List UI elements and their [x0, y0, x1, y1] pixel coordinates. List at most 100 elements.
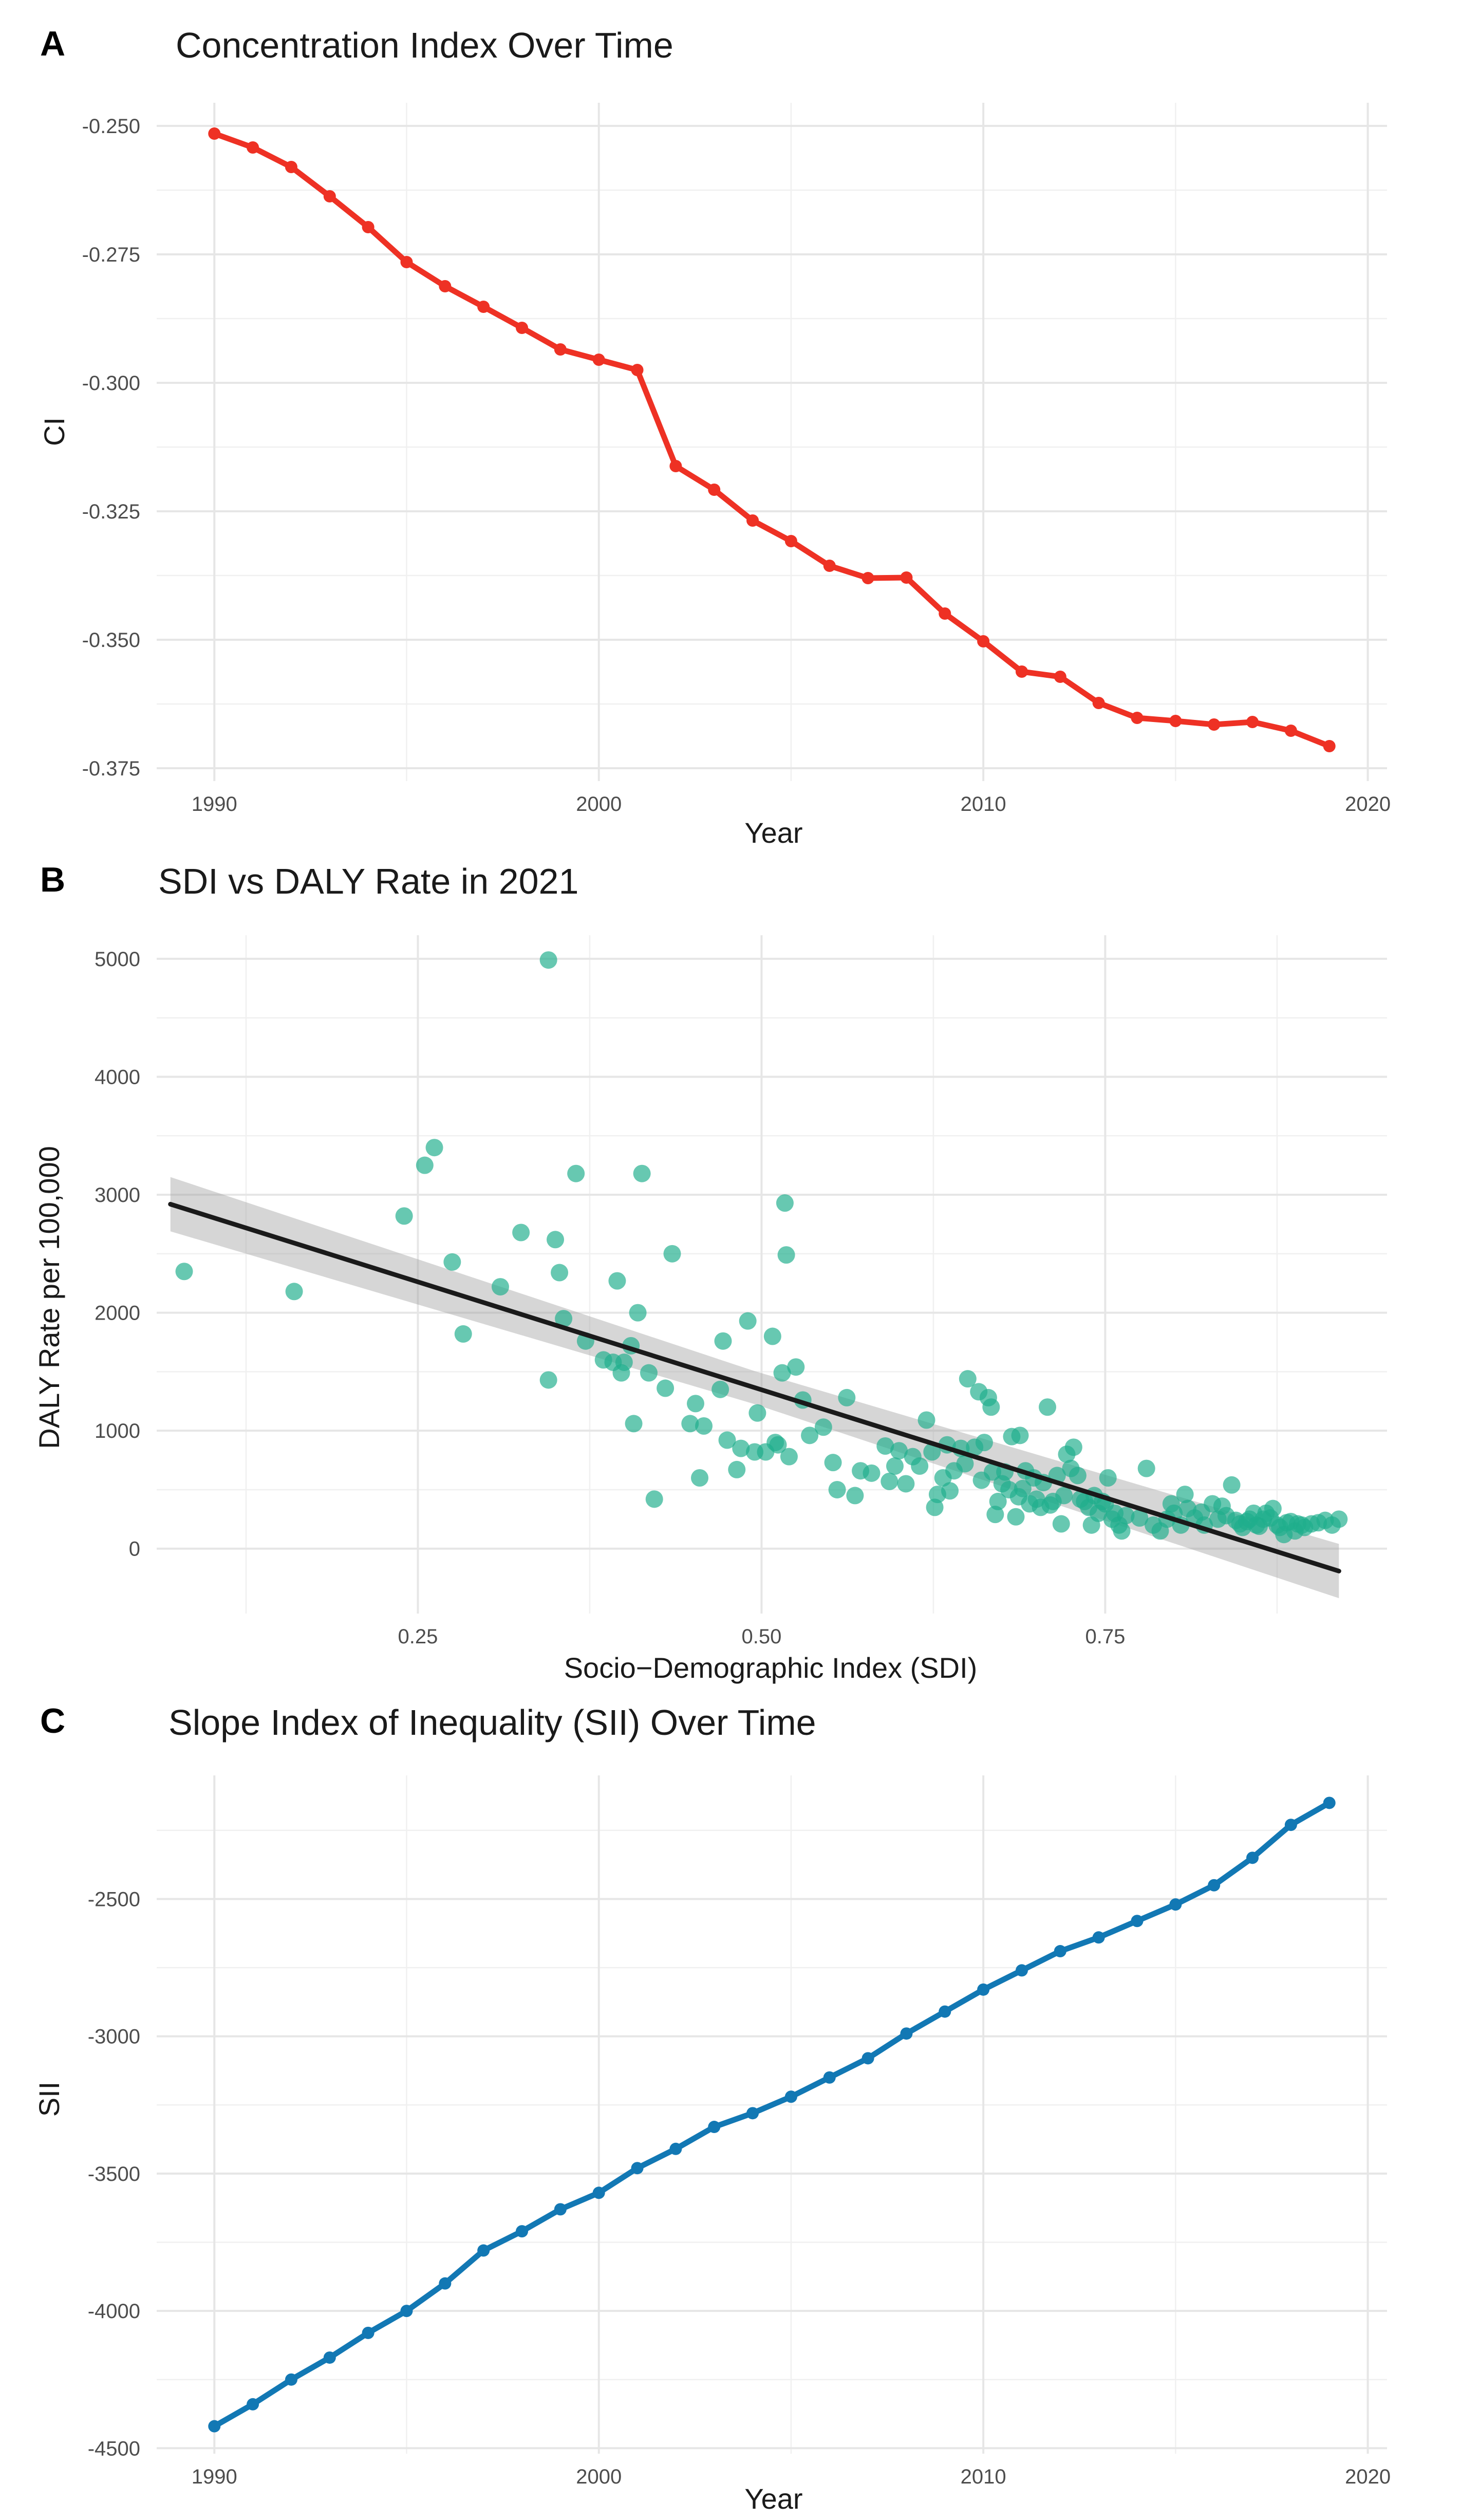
- y-tick-label: -0.300: [82, 372, 140, 395]
- scatter-point-23: [629, 1304, 647, 1322]
- panel-c-y-ticks: -2500 -3000 -3500 -4000 -4500: [88, 1888, 140, 2460]
- panel-c-series: [208, 1796, 1336, 2433]
- scatter-point-30: [686, 1395, 704, 1413]
- scatter-point-125: [1137, 1459, 1155, 1477]
- regression-line: [168, 1201, 1341, 1573]
- panel-a-grid: [157, 103, 1387, 781]
- scatter-point-28: [663, 1245, 681, 1263]
- scatter-point-33: [711, 1380, 729, 1398]
- scatter-point-29: [681, 1415, 699, 1433]
- x-tick-label: 2000: [576, 793, 622, 816]
- data-point-1997: [477, 301, 490, 313]
- y-tick-label: 5000: [95, 948, 140, 971]
- scatter-point-55: [838, 1388, 856, 1406]
- data-point-2015: [1169, 715, 1182, 727]
- scatter-point-4: [425, 1139, 443, 1157]
- data-point-2011: [1015, 665, 1028, 678]
- data-point-1998: [516, 2225, 529, 2238]
- data-point-2009: [939, 607, 951, 620]
- data-point-2005: [784, 2090, 797, 2103]
- scatter-point-44: [769, 1436, 787, 1454]
- data-point-2019: [1323, 1796, 1336, 1809]
- scatter-point-72: [941, 1482, 959, 1500]
- y-tick-label: -0.350: [82, 629, 140, 652]
- scatter-point-49: [787, 1358, 805, 1376]
- data-point-1992: [285, 2373, 297, 2386]
- x-tick-label: 0.25: [398, 1625, 438, 1648]
- scatter-point-58: [863, 1464, 881, 1482]
- scatter-point-53: [824, 1454, 842, 1472]
- scatter-point-66: [917, 1411, 935, 1429]
- scatter-point-90: [1007, 1508, 1025, 1526]
- scatter-point-34: [714, 1332, 732, 1350]
- data-point-2003: [708, 2121, 721, 2134]
- scatter-point-56: [846, 1487, 864, 1505]
- scatter-point-46: [776, 1194, 794, 1212]
- panel-a-series: [208, 127, 1336, 752]
- data-point-2014: [1131, 1915, 1144, 1928]
- data-point-2006: [823, 2071, 836, 2084]
- data-point-1991: [247, 2398, 259, 2411]
- scatter-point-167: [1330, 1510, 1348, 1528]
- data-point-2014: [1131, 712, 1144, 724]
- scatter-point-105: [1055, 1487, 1073, 1505]
- scatter-point-63: [897, 1475, 915, 1493]
- y-tick-label: -2500: [88, 1888, 140, 1911]
- scatter-point-13: [555, 1310, 573, 1328]
- scatter-point-6: [454, 1325, 472, 1343]
- x-tick-label: 1990: [192, 793, 237, 816]
- scatter-point-83: [983, 1463, 1001, 1481]
- panel-a-title: Concentration Index Over Time: [176, 25, 673, 65]
- scatter-point-40: [748, 1404, 766, 1422]
- data-point-2018: [1284, 1819, 1297, 1831]
- scatter-point-84: [986, 1506, 1004, 1524]
- data-point-1998: [516, 322, 529, 334]
- data-point-2008: [900, 2027, 913, 2040]
- data-point-2019: [1323, 740, 1336, 752]
- y-tick-label: -3500: [88, 2163, 140, 2185]
- data-point-2002: [669, 2142, 682, 2155]
- scatter-point-31: [691, 1469, 709, 1487]
- scatter-point-122: [1113, 1522, 1131, 1540]
- x-tick-label: 2020: [1345, 793, 1391, 816]
- panel-b-points: [175, 951, 1348, 1544]
- y-tick-label: 1000: [95, 1420, 140, 1442]
- panel-b-x-ticks: 0.25 0.50 0.75: [398, 1625, 1126, 1648]
- scatter-point-42: [763, 1327, 781, 1345]
- scatter-point-153: [1264, 1499, 1282, 1517]
- scatter-point-8: [512, 1224, 530, 1242]
- scatter-point-68: [926, 1498, 944, 1516]
- series-line: [211, 131, 1333, 749]
- scatter-point-7: [491, 1278, 509, 1296]
- data-point-1991: [247, 141, 259, 154]
- scatter-point-76: [959, 1370, 977, 1388]
- panel-a-x-ticks: 1990 2000 2010 2020: [192, 793, 1391, 816]
- scatter-point-9: [539, 951, 557, 969]
- scatter-point-100: [1039, 1398, 1057, 1416]
- data-point-2008: [900, 571, 913, 584]
- scatter-point-118: [1099, 1469, 1117, 1487]
- x-tick-label: 2020: [1345, 2466, 1391, 2488]
- data-point-2016: [1208, 1879, 1221, 1892]
- panel-c-y-label: SII: [33, 2082, 65, 2117]
- x-tick-label: 0.75: [1085, 1625, 1125, 1648]
- scatter-point-20: [615, 1354, 633, 1372]
- data-point-2004: [746, 2107, 759, 2120]
- scatter-point-62: [890, 1442, 908, 1460]
- scatter-point-85: [989, 1492, 1007, 1510]
- data-point-2009: [939, 2005, 951, 2018]
- data-point-1996: [439, 2277, 452, 2290]
- scatter-point-35: [718, 1431, 736, 1449]
- data-point-2016: [1208, 718, 1221, 731]
- panel-c-tag: C: [40, 1701, 65, 1740]
- data-point-1999: [554, 343, 567, 356]
- data-point-2000: [592, 2187, 605, 2199]
- y-tick-label: 4000: [95, 1066, 140, 1088]
- data-point-1995: [400, 256, 413, 268]
- scatter-point-24: [633, 1164, 651, 1182]
- data-point-2004: [746, 514, 759, 527]
- data-point-2017: [1246, 1851, 1259, 1864]
- x-tick-label: 0.50: [742, 1625, 782, 1648]
- data-point-1990: [208, 127, 221, 140]
- scatter-point-32: [695, 1417, 713, 1435]
